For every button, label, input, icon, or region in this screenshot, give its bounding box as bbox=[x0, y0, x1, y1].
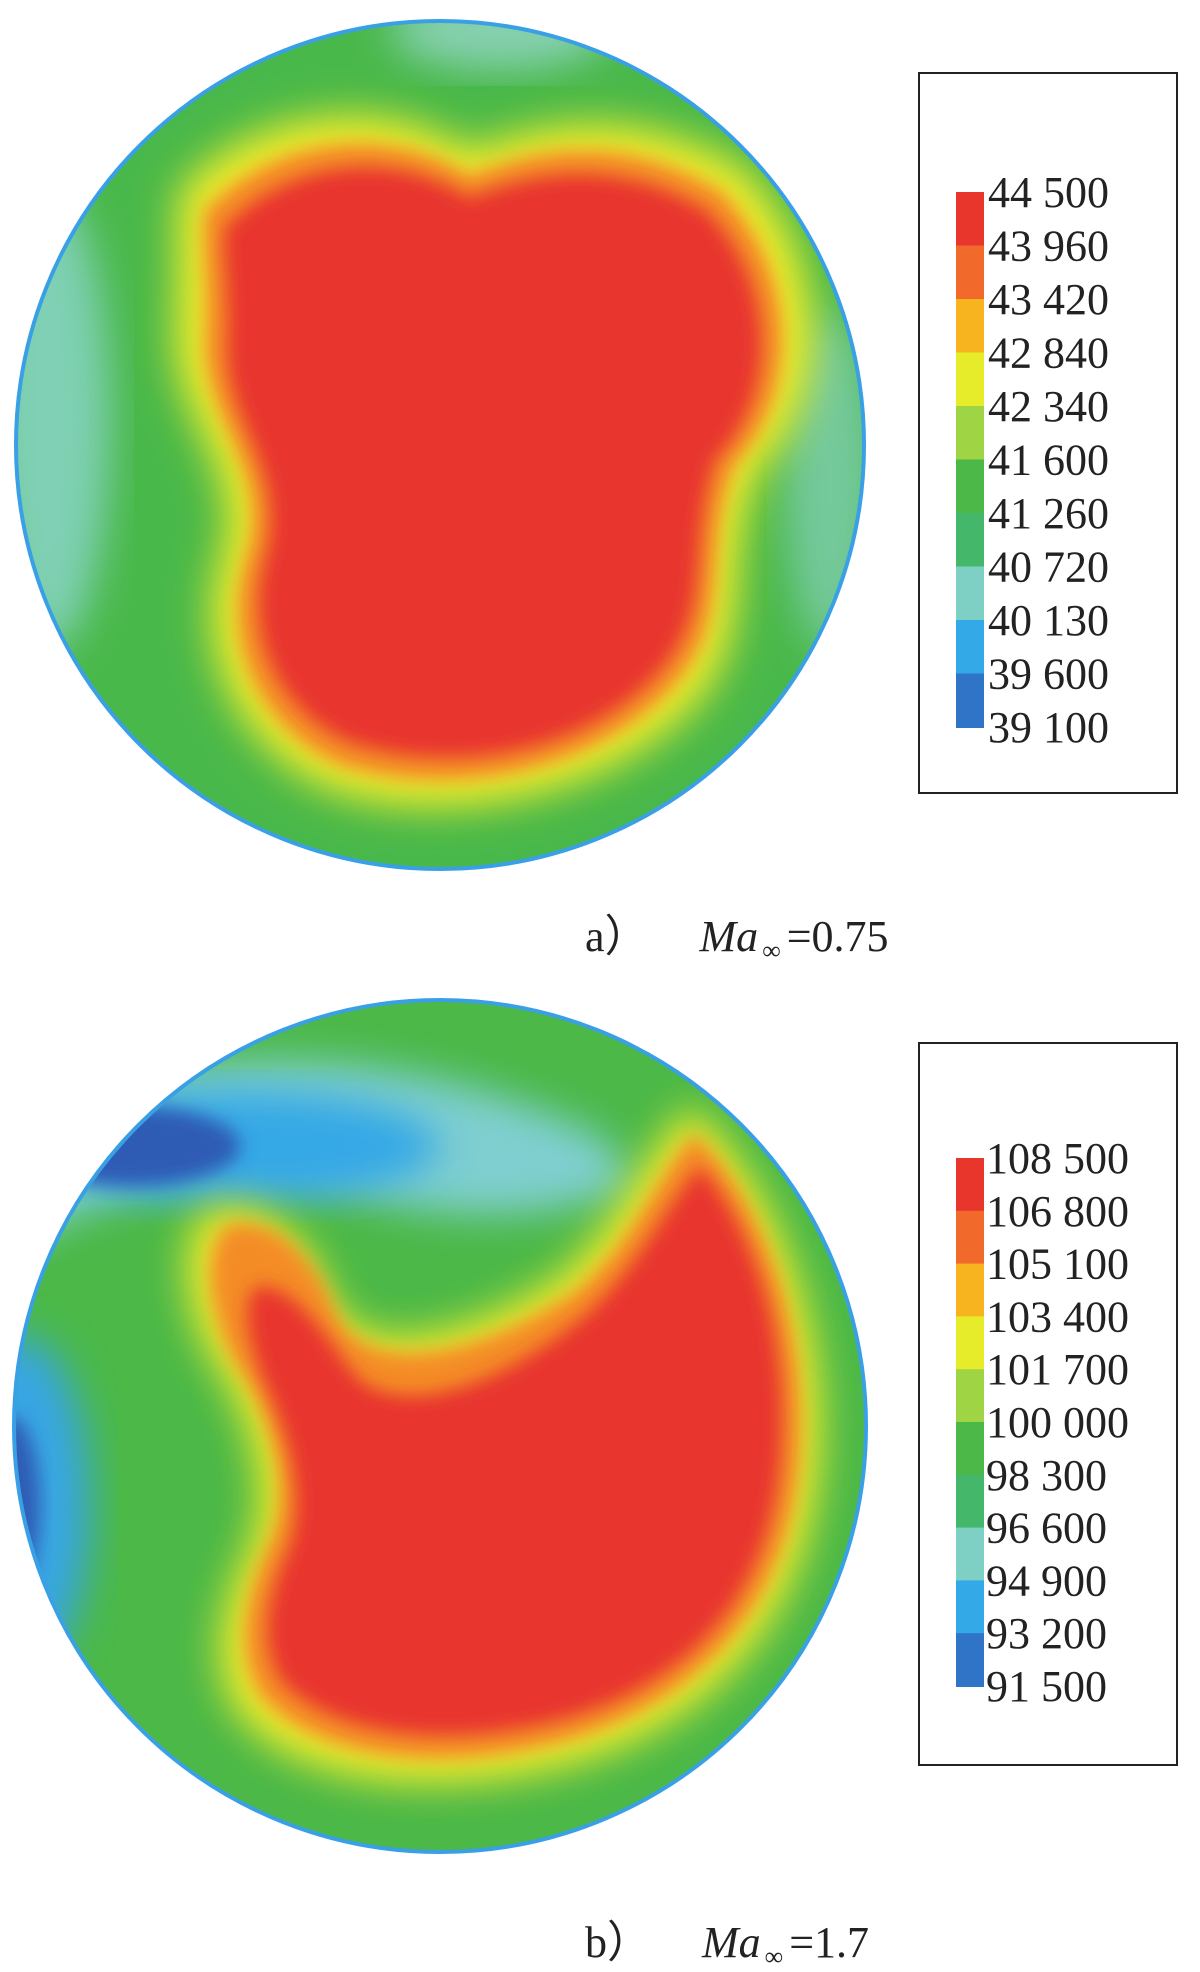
colorbar-segment bbox=[956, 1527, 984, 1582]
colorbar-segment bbox=[956, 192, 984, 247]
colorbar-tick-label: 105 100 bbox=[986, 1240, 1129, 1289]
colorbar-segment bbox=[956, 1210, 984, 1265]
colorbar-tick-label: 103 400 bbox=[986, 1292, 1129, 1341]
contour-plot-a bbox=[14, 19, 866, 871]
colorbar-tick-label: 40 720 bbox=[988, 543, 1109, 592]
low-region-top-a bbox=[390, 21, 610, 70]
panel-a: 44 500 43 960 43 420 42 840 42 340 41 600 41 2… bbox=[14, 19, 1178, 965]
legend-box-b: 108 500 106 800 105 100 103 400 101 700 100 0… bbox=[918, 1042, 1178, 1766]
colorbar-tick-label: 96 600 bbox=[986, 1504, 1107, 1553]
colorbar-segment bbox=[956, 1369, 984, 1423]
colorbar-tick-label: 108 500 bbox=[986, 1134, 1129, 1183]
legend-box-a: 44 500 43 960 43 420 42 840 42 340 41 600 41 2… bbox=[918, 72, 1178, 794]
caption-subscript-a: ∞ bbox=[762, 936, 781, 965]
colorbar-tick-label: 44 500 bbox=[988, 168, 1109, 217]
colorbar-segment bbox=[956, 1263, 984, 1318]
colorbar-tick-label: 101 700 bbox=[986, 1345, 1129, 1394]
caption-value-a: =0.75 bbox=[786, 912, 889, 961]
red-core-b bbox=[247, 1166, 782, 1735]
panel-b: 108 500 106 800 105 100 103 400 101 700 100 0… bbox=[0, 986, 1200, 1972]
caption-b: b） Ma ∞ =1.7 bbox=[585, 1906, 870, 1971]
colorbar-tick-label: 39 100 bbox=[988, 703, 1109, 752]
colorbar-tick-label: 91 500 bbox=[986, 1662, 1107, 1711]
colorbar-segment bbox=[956, 1422, 984, 1476]
colorbar-segment bbox=[956, 1316, 984, 1371]
caption-subscript-b: ∞ bbox=[764, 1942, 784, 1971]
plot-boundary-a bbox=[14, 19, 866, 871]
colorbar-tick-label: 94 900 bbox=[986, 1556, 1107, 1605]
red-core-a bbox=[224, 167, 762, 758]
caption-a: a） Ma ∞ =0.75 bbox=[585, 900, 889, 965]
panel-label-b: b） bbox=[585, 1918, 651, 1967]
colorbar-tick-label: 41 260 bbox=[988, 489, 1109, 538]
darkblue-region-top-b bbox=[20, 1106, 240, 1186]
colorbar-segment bbox=[956, 459, 984, 514]
colorbar-tick-label: 42 840 bbox=[988, 329, 1109, 378]
colorbar-segment bbox=[956, 620, 984, 675]
panel-label-a: a） bbox=[585, 912, 649, 961]
colorbar-tick-label: 93 200 bbox=[986, 1609, 1107, 1658]
colorbar-segment bbox=[956, 245, 984, 300]
colorbar-segment bbox=[956, 352, 984, 407]
colorbar-tick-label: 43 960 bbox=[988, 222, 1109, 271]
colorbar-tick-label: 41 600 bbox=[988, 436, 1109, 485]
colorbar-segment bbox=[956, 566, 984, 621]
plot-boundary-b bbox=[12, 998, 868, 1854]
contour-plot-b bbox=[12, 998, 868, 1854]
colorbar-tick-label: 100 000 bbox=[986, 1398, 1129, 1447]
colorbar-segment bbox=[956, 299, 984, 354]
colorbar-tick-label: 40 130 bbox=[988, 596, 1109, 645]
colorbar-segment bbox=[956, 406, 984, 461]
colorbar-segment bbox=[956, 513, 984, 568]
colorbar-tick-label: 39 600 bbox=[988, 650, 1109, 699]
colorbar-segment bbox=[956, 1474, 984, 1529]
colorbar-segment bbox=[956, 1580, 984, 1635]
colorbar-tick-label: 43 420 bbox=[988, 275, 1109, 324]
colorbar-tick-label: 42 340 bbox=[988, 382, 1109, 431]
colorbar-segment bbox=[956, 673, 984, 728]
caption-value-b: =1.7 bbox=[789, 1918, 870, 1967]
caption-symbol-a: Ma bbox=[699, 912, 759, 961]
colorbar-segment bbox=[956, 1633, 984, 1687]
colorbar-segment bbox=[956, 1158, 984, 1212]
colorbar-tick-label: 98 300 bbox=[986, 1451, 1107, 1500]
caption-symbol-b: Ma bbox=[702, 1918, 761, 1967]
colorbar-tick-label: 106 800 bbox=[986, 1187, 1129, 1236]
